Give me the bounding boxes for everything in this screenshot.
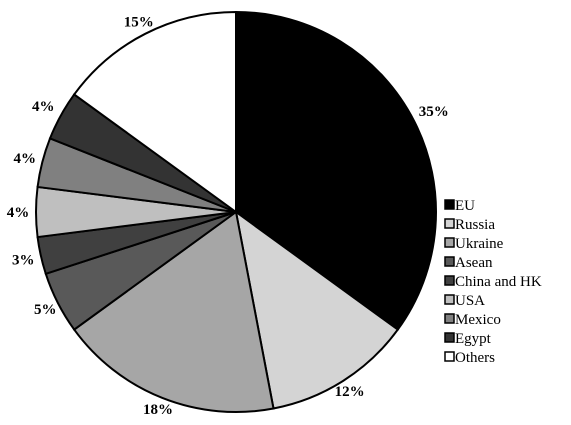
legend-swatch xyxy=(444,275,455,286)
legend-swatch xyxy=(444,218,455,229)
pie-slice-ukraine xyxy=(72,210,275,413)
slice-value-label: 5% xyxy=(34,302,57,318)
legend-swatch xyxy=(444,313,455,324)
legend-label: Ukraine xyxy=(455,236,504,252)
legend-swatch xyxy=(444,294,455,305)
pie-value-labels: 35% 12% 18% 5% 3% 4% 4% 4% 15% xyxy=(7,14,449,418)
pie-slice-others xyxy=(72,10,237,214)
slice-value-label: 4% xyxy=(14,151,37,167)
pie-slices xyxy=(35,10,437,413)
slice-value-label: 18% xyxy=(143,402,173,418)
legend-label: China and HK xyxy=(455,274,542,290)
slice-value-label: 4% xyxy=(32,99,55,115)
slice-value-label: 3% xyxy=(12,253,35,269)
slice-value-label: 4% xyxy=(7,205,30,221)
slice-value-label: 35% xyxy=(419,104,449,120)
slice-value-label: 12% xyxy=(335,384,365,400)
legend-label: USA xyxy=(455,293,485,309)
legend-swatch xyxy=(444,351,455,362)
legend-label: Russia xyxy=(455,217,495,233)
pie-slice-russia xyxy=(234,209,400,410)
legend-swatch xyxy=(444,332,455,343)
legend-label: Asean xyxy=(455,255,493,271)
slice-value-label: 15% xyxy=(124,14,154,30)
chart-legend: EU Russia Ukraine Asean China and HK USA Mexic… xyxy=(444,198,542,366)
legend-swatch xyxy=(444,256,455,267)
legend-swatch xyxy=(444,237,455,248)
legend-swatch xyxy=(444,199,455,210)
legend-label: Mexico xyxy=(455,312,501,328)
pie-slice-eu xyxy=(235,10,437,331)
legend-label: Egypt xyxy=(455,331,492,347)
legend-label: EU xyxy=(455,198,475,214)
legend-label: Others xyxy=(455,350,495,366)
